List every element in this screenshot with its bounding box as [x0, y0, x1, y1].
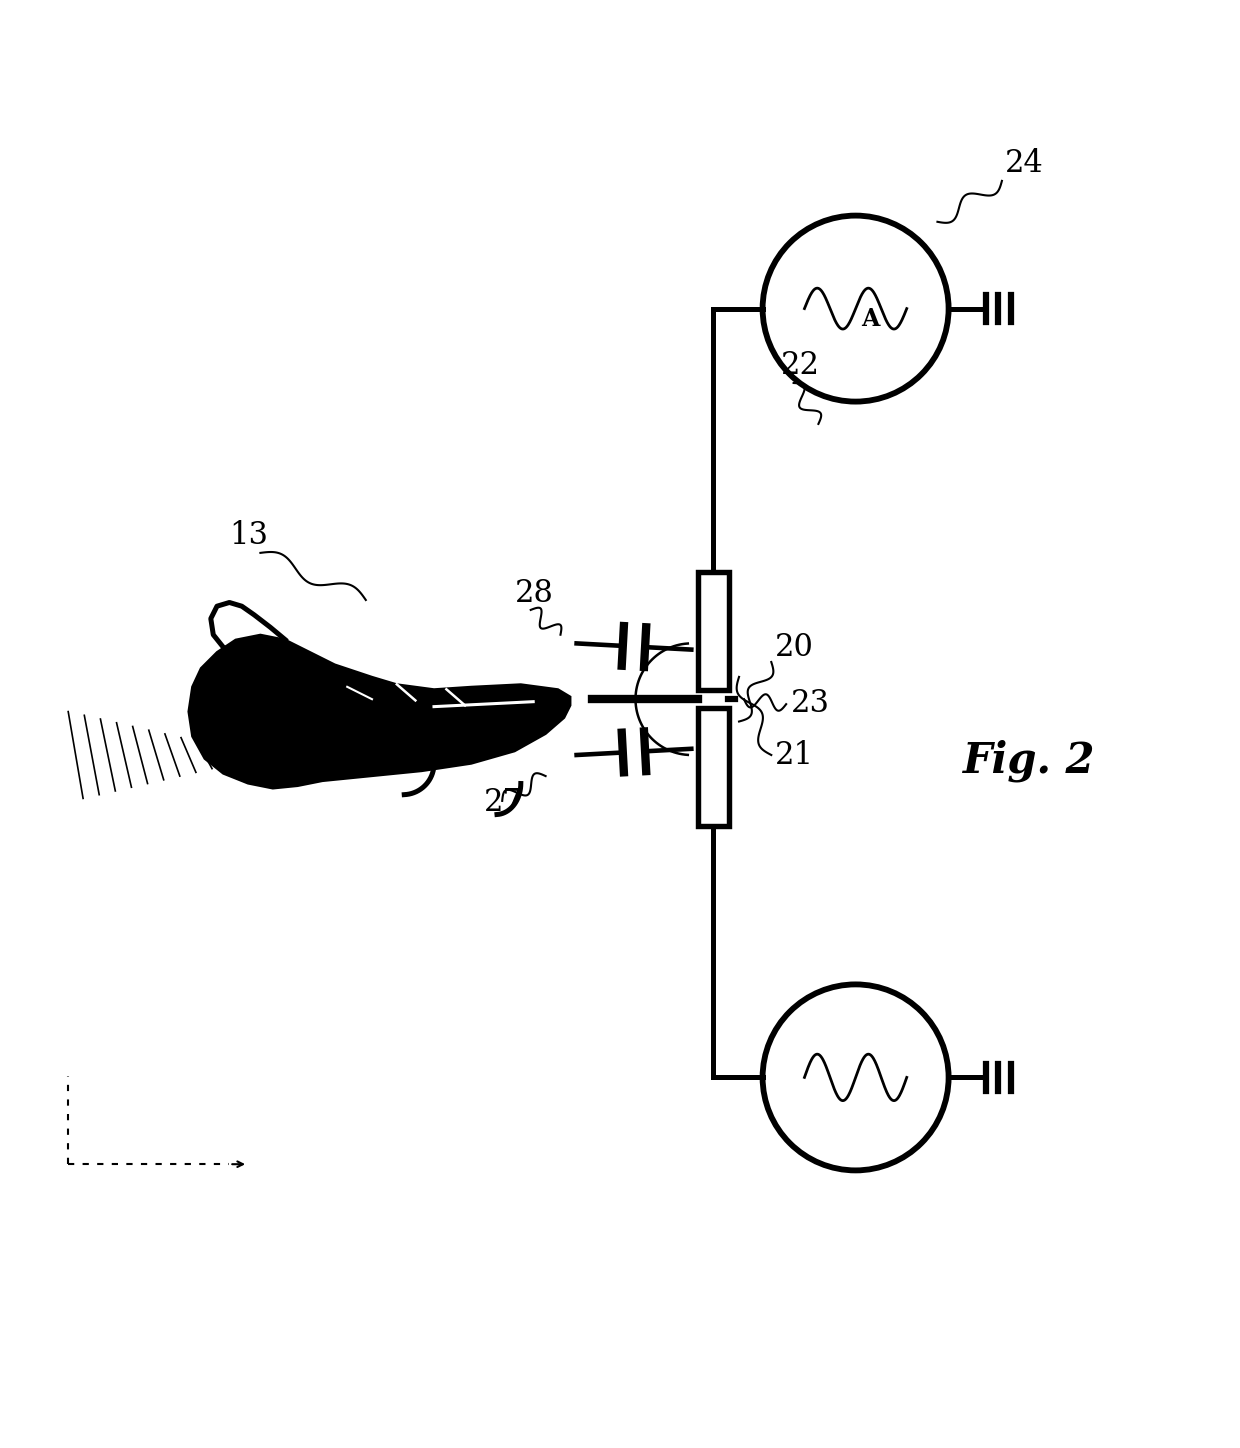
Text: A: A — [862, 307, 879, 330]
Text: 23: 23 — [791, 688, 830, 718]
Text: 28: 28 — [515, 579, 553, 610]
Text: 13: 13 — [229, 520, 268, 552]
Bar — [697, 708, 729, 827]
Text: Fig. 2: Fig. 2 — [963, 740, 1095, 782]
Text: 27: 27 — [484, 786, 522, 818]
Text: 22: 22 — [781, 350, 820, 381]
Text: 24: 24 — [1004, 148, 1043, 180]
Polygon shape — [188, 634, 570, 789]
Bar — [697, 572, 729, 689]
Text: 20: 20 — [775, 631, 813, 663]
Text: 21: 21 — [775, 740, 813, 770]
